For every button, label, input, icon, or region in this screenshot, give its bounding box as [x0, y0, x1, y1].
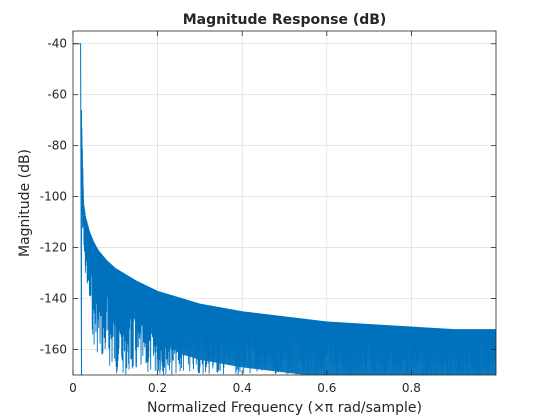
chart-title: Magnitude Response (dB) — [183, 12, 387, 28]
y-axis-label: Magnitude (dB) — [17, 149, 33, 257]
x-tick-label: 0.6 — [317, 381, 336, 395]
y-tick-label: -140 — [40, 292, 67, 306]
y-tick-label: -120 — [40, 241, 67, 255]
x-tick-label: 0.4 — [233, 381, 252, 395]
x-axis-label: Normalized Frequency (×π rad/sample) — [147, 400, 422, 416]
axes-box — [72, 30, 497, 376]
x-tick-label: 0.8 — [402, 381, 421, 395]
y-tick-label: -80 — [47, 139, 67, 153]
x-tick-label: 0.2 — [148, 381, 167, 395]
y-tick-label: -100 — [40, 190, 67, 204]
y-tick-label: -160 — [40, 343, 67, 357]
series-passband-line — [73, 43, 82, 375]
y-tick-label: -40 — [47, 37, 67, 51]
x-tick-label: 0 — [69, 381, 77, 395]
series-stopband-body — [81, 128, 496, 375]
y-tick-label: -60 — [47, 88, 67, 102]
ticks: 0 0.2 0.4 0.6 0.8 -160 -140 -120 -100 -80 -60 -40 — [40, 31, 496, 395]
